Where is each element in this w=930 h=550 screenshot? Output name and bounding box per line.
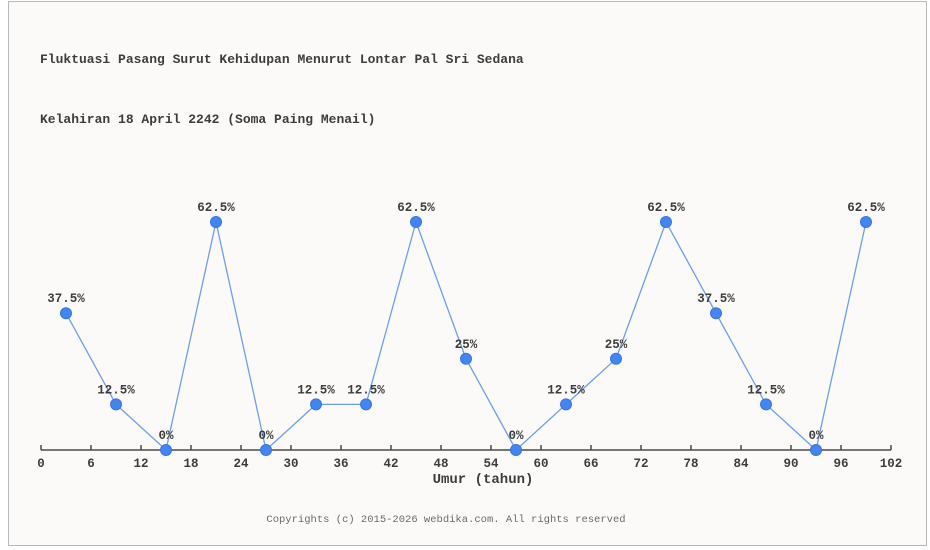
data-point [410, 216, 422, 228]
chart-frame [8, 1, 927, 546]
data-point [560, 398, 572, 411]
chart-title-line1: Fluktuasi Pasang Surut Kehidupan Menurut… [40, 52, 524, 67]
x-tick-label: 24 [233, 457, 249, 471]
data-point-label: 12.5% [747, 383, 785, 397]
data-point [860, 216, 872, 228]
x-tick-label: 60 [533, 457, 548, 471]
data-point-label: 0% [258, 429, 274, 443]
data-point-label: 37.5% [697, 292, 735, 306]
data-point [760, 398, 772, 411]
data-point [360, 398, 372, 411]
data-point [60, 307, 72, 320]
data-point [310, 398, 322, 411]
data-point-label: 0% [158, 429, 174, 443]
x-tick-label: 102 [880, 457, 903, 471]
data-point [610, 352, 622, 365]
data-point-label: 62.5% [197, 201, 235, 215]
data-point-label: 25% [605, 338, 628, 352]
data-point-label: 0% [808, 429, 824, 443]
x-tick-label: 36 [333, 457, 348, 471]
chart-title: Fluktuasi Pasang Surut Kehidupan Menurut… [40, 10, 524, 150]
chart-title-line2: Kelahiran 18 April 2242 (Soma Paing Mena… [40, 112, 376, 127]
x-tick-label: 54 [483, 457, 499, 471]
x-tick-label: 78 [683, 457, 698, 471]
data-point-label: 12.5% [97, 383, 135, 397]
data-point [160, 444, 172, 456]
data-point [210, 216, 222, 228]
footer-copyright: Copyrights (c) 2015-2026 webdika.com. Al… [266, 514, 626, 526]
data-point-label: 12.5% [347, 383, 385, 397]
x-tick-label: 96 [833, 457, 848, 471]
x-tick-label: 18 [183, 457, 198, 471]
data-point-label: 12.5% [297, 383, 335, 397]
x-tick-label: 90 [783, 457, 798, 471]
data-point-label: 62.5% [847, 201, 885, 215]
x-tick-label: 84 [733, 457, 749, 471]
data-point [710, 307, 722, 320]
x-tick-label: 72 [633, 457, 648, 471]
x-axis-title: Umur (tahun) [432, 472, 534, 488]
data-point [460, 352, 472, 365]
x-tick-label: 30 [283, 457, 298, 471]
data-point-label: 37.5% [47, 292, 85, 306]
x-tick-label: 6 [87, 457, 95, 471]
trend-line [65, 219, 867, 452]
data-point [510, 444, 522, 456]
x-tick-label: 42 [383, 457, 398, 471]
x-tick-label: 66 [583, 457, 598, 471]
data-point [660, 216, 672, 228]
data-point [110, 398, 122, 411]
data-point-label: 12.5% [547, 383, 585, 397]
data-point-label: 62.5% [397, 201, 435, 215]
data-point-label: 62.5% [647, 201, 685, 215]
x-tick-label: 12 [133, 457, 148, 471]
data-point [260, 444, 272, 456]
x-tick-label: 48 [433, 457, 448, 471]
data-point-label: 0% [508, 429, 524, 443]
data-point-label: 25% [455, 338, 478, 352]
data-point [810, 444, 822, 456]
x-tick-label: 0 [37, 457, 45, 471]
